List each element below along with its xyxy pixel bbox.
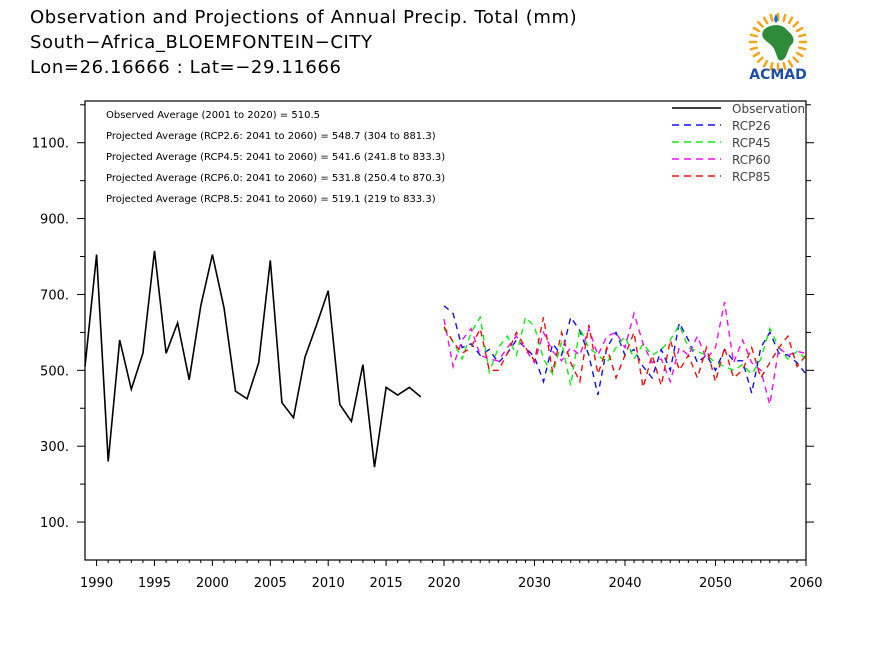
x-tick-label: 2010 bbox=[312, 576, 345, 591]
y-tick-label: 900. bbox=[40, 213, 69, 228]
sun-ray bbox=[749, 33, 758, 38]
sun-ray bbox=[749, 46, 758, 51]
x-tick-label: 2040 bbox=[608, 576, 641, 591]
series-rcp60 bbox=[443, 301, 807, 405]
x-tick-label: 2000 bbox=[196, 576, 229, 591]
africa-map-icon bbox=[762, 25, 794, 61]
average-annotation: Projected Average (RCP6.0: 2041 to 2060)… bbox=[106, 173, 445, 184]
sun-ray bbox=[795, 26, 804, 33]
sun-ray bbox=[787, 59, 794, 68]
x-tick-label: 2020 bbox=[427, 576, 460, 591]
average-annotation: Projected Average (RCP8.5: 2041 to 2060)… bbox=[106, 194, 436, 205]
series-line-rcp85 bbox=[443, 317, 807, 388]
series-rcp85 bbox=[443, 317, 807, 388]
sun-ray bbox=[798, 33, 807, 38]
series-line-observation bbox=[84, 250, 422, 468]
annotations: Observed Average (2001 to 2020) = 510.5 P… bbox=[106, 110, 445, 205]
legend: Observation RCP26 RCP45 RCP60 RCP85 bbox=[672, 102, 805, 184]
y-tick-label: 300. bbox=[40, 440, 69, 455]
sun-ray bbox=[762, 16, 769, 25]
sun-ray bbox=[795, 51, 804, 58]
series-line-rcp45 bbox=[443, 315, 807, 386]
coordinates: Lon=26.16666 : Lat=−29.11666 bbox=[30, 57, 342, 78]
x-tick-label: 1995 bbox=[138, 576, 171, 591]
x-tick-label: 2005 bbox=[254, 576, 287, 591]
average-annotation: Projected Average (RCP2.6: 2041 to 2060)… bbox=[106, 131, 436, 142]
y-tick-label: 100. bbox=[40, 516, 69, 531]
sun-ray bbox=[752, 26, 761, 33]
logo-text: ACMAD bbox=[749, 67, 807, 83]
sun-ray bbox=[792, 20, 800, 28]
average-annotation: Observed Average (2001 to 2020) = 510.5 bbox=[106, 110, 320, 121]
y-tick-label: 700. bbox=[40, 288, 69, 303]
x-tick-label: 2050 bbox=[699, 576, 732, 591]
sun-ray bbox=[798, 46, 807, 51]
sun-ray bbox=[782, 13, 787, 22]
x-tick-label: 2060 bbox=[789, 576, 822, 591]
acmad-logo: ACMAD bbox=[748, 12, 808, 83]
series-lines bbox=[84, 250, 807, 468]
x-tick-label: 2030 bbox=[518, 576, 551, 591]
x-tick-label: 2015 bbox=[370, 576, 403, 591]
sun-ray bbox=[769, 13, 774, 22]
series-line-rcp26 bbox=[443, 305, 807, 396]
plot-border bbox=[84, 100, 807, 561]
y-tick-label: 1100. bbox=[32, 137, 69, 152]
x-tick-label: 1990 bbox=[80, 576, 113, 591]
sun-ray bbox=[752, 51, 761, 58]
sun-ray bbox=[756, 20, 764, 28]
y-tick-label: 500. bbox=[40, 364, 69, 379]
legend-label-observation: Observation bbox=[732, 102, 805, 116]
legend-label-rcp60: RCP60 bbox=[732, 153, 771, 167]
series-observation bbox=[84, 250, 422, 468]
sun-rays-icon bbox=[748, 12, 808, 72]
water-drop-icon bbox=[774, 14, 778, 23]
chart-title: Observation and Projections of Annual Pr… bbox=[30, 7, 578, 28]
series-rcp45 bbox=[443, 315, 807, 386]
average-annotation: Projected Average (RCP4.5: 2041 to 2060)… bbox=[106, 152, 445, 163]
legend-label-rcp26: RCP26 bbox=[732, 119, 771, 133]
plot-frame bbox=[84, 100, 807, 561]
legend-label-rcp45: RCP45 bbox=[732, 136, 771, 150]
sun-ray bbox=[756, 56, 764, 64]
sun-ray bbox=[792, 56, 800, 64]
axis-ticks: 100. 300. 500. 700. 900. 1100. 1990 1995 2000 200… bbox=[32, 104, 823, 591]
sun-ray bbox=[782, 62, 787, 71]
legend-label-rcp85: RCP85 bbox=[732, 170, 771, 184]
sun-ray bbox=[787, 16, 794, 25]
location-name: South−Africa_BLOEMFONTEIN−CITY bbox=[30, 32, 373, 53]
sun-ray bbox=[762, 59, 769, 68]
series-rcp26 bbox=[443, 305, 807, 396]
series-line-rcp60 bbox=[443, 301, 807, 405]
sun-ray bbox=[769, 62, 774, 71]
